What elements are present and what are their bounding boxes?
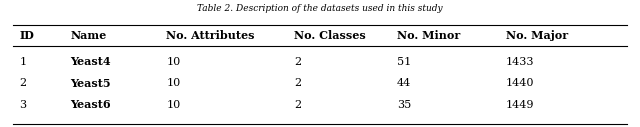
Text: 3: 3 xyxy=(19,100,26,110)
Text: 44: 44 xyxy=(397,78,411,88)
Text: No. Attributes: No. Attributes xyxy=(166,30,255,41)
Text: 1433: 1433 xyxy=(506,57,534,67)
Text: Yeast5: Yeast5 xyxy=(70,78,111,89)
Text: 1: 1 xyxy=(19,57,26,67)
Text: 2: 2 xyxy=(294,78,301,88)
Text: 10: 10 xyxy=(166,100,180,110)
Text: Table 2. Description of the datasets used in this study: Table 2. Description of the datasets use… xyxy=(197,4,443,13)
Text: No. Minor: No. Minor xyxy=(397,30,460,41)
Text: Yeast6: Yeast6 xyxy=(70,99,111,110)
Text: 10: 10 xyxy=(166,78,180,88)
Text: 1449: 1449 xyxy=(506,100,534,110)
Text: Name: Name xyxy=(70,30,107,41)
Text: Yeast4: Yeast4 xyxy=(70,56,111,67)
Text: 2: 2 xyxy=(19,78,26,88)
Text: ID: ID xyxy=(19,30,34,41)
Text: 51: 51 xyxy=(397,57,411,67)
Text: No. Major: No. Major xyxy=(506,30,568,41)
Text: 35: 35 xyxy=(397,100,411,110)
Text: No. Classes: No. Classes xyxy=(294,30,366,41)
Text: 2: 2 xyxy=(294,100,301,110)
Text: 2: 2 xyxy=(294,57,301,67)
Text: 10: 10 xyxy=(166,57,180,67)
Text: 1440: 1440 xyxy=(506,78,534,88)
